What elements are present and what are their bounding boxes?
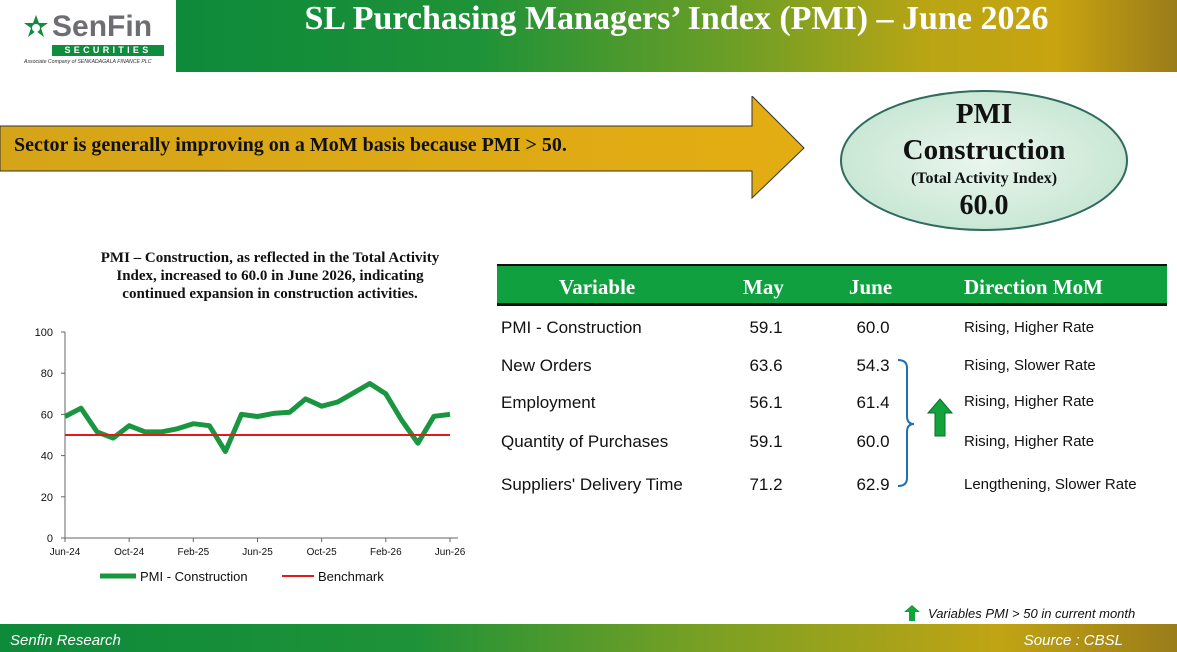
cell-variable: Suppliers' Delivery Time [501, 475, 683, 494]
note-up-arrow-icon [904, 605, 920, 621]
y-tick-label: 80 [41, 368, 53, 380]
y-tick-label: 0 [47, 533, 53, 545]
y-tick-label: 20 [41, 492, 53, 504]
logo-wordmark: SenFin [52, 10, 153, 43]
x-tick-label: Feb-25 [177, 547, 209, 558]
cell-june: 61.4 [856, 393, 890, 412]
y-tick-label: 40 [41, 451, 53, 463]
bracket-group [897, 359, 915, 487]
logo-securities: SECURITIES [52, 45, 164, 56]
cell-may: 71.2 [749, 475, 783, 494]
x-tick-label: Jun-25 [242, 547, 273, 558]
y-tick-label: 60 [41, 409, 53, 421]
logo-mark-icon [24, 15, 48, 37]
header-direction: Direction MoM [964, 275, 1103, 299]
cell-direction: Rising, Slower Rate [964, 357, 1096, 374]
cell-direction: Rising, Higher Rate [964, 393, 1095, 410]
pmi-line-chart: 0 20 40 60 80 100 Jun-24 Oct-24 Feb-25 Jun-25 Oct-… [35, 327, 466, 584]
cell-direction: Lengthening, Slower Rate [964, 476, 1137, 493]
legend-label-benchmark: Benchmark [318, 569, 384, 584]
header-may: May [743, 275, 784, 299]
summary-line1: PMI [955, 98, 1013, 130]
cell-variable: PMI - Construction [501, 318, 642, 337]
footer-band [0, 624, 1177, 652]
cell-direction: Rising, Higher Rate [964, 319, 1095, 336]
page-title: SL Purchasing Managers’ Index (PMI) – Ju… [304, 0, 1049, 37]
logo-subtitle: Associate Company of SENKADAGALA FINANCE… [24, 59, 152, 65]
cell-variable: Employment [501, 393, 596, 412]
callout-text: Sector is generally improving on a MoM b… [14, 134, 567, 156]
pmi-series-line [63, 381, 451, 454]
x-tick-label: Oct-25 [307, 547, 337, 558]
green-up-arrow-icon [927, 398, 953, 437]
cell-direction: Rising, Higher Rate [964, 433, 1095, 450]
footer-source: Source : CBSL [1023, 632, 1123, 649]
header-band [176, 0, 1177, 72]
cell-june: 54.3 [856, 356, 890, 375]
x-tick-label: Oct-24 [114, 547, 144, 558]
summary-value: 60.0 [959, 190, 1009, 221]
cell-june: 60.0 [856, 432, 890, 451]
summary-line2: Construction [902, 134, 1066, 166]
x-tick-label: Jun-24 [50, 547, 81, 558]
summary-line3: (Total Activity Index) [910, 170, 1058, 187]
header-june: June [849, 275, 893, 299]
cell-may: 59.1 [749, 432, 783, 451]
chart-description: PMI – Construction, as reflected in the … [100, 250, 440, 302]
callout-arrow [0, 96, 805, 200]
cell-may: 63.6 [749, 356, 783, 375]
cell-may: 56.1 [749, 393, 783, 412]
cell-variable: New Orders [501, 356, 592, 375]
logo: SenFin SECURITIES Associate Company of S… [0, 0, 176, 72]
cell-june: 60.0 [856, 318, 890, 337]
footer-left: Senfin Research [10, 632, 121, 649]
cell-variable: Quantity of Purchases [501, 432, 669, 451]
cell-june: 62.9 [856, 475, 890, 494]
cell-may: 59.1 [749, 318, 783, 337]
table-header [497, 264, 1167, 306]
y-tick-label: 100 [35, 327, 53, 339]
summary-ellipse [840, 90, 1128, 231]
header-variable: Variable [559, 275, 636, 299]
legend-label-pmi: PMI - Construction [140, 569, 248, 584]
note-text: Variables PMI > 50 in current month [928, 606, 1136, 621]
x-tick-label: Jun-26 [435, 547, 466, 558]
x-tick-label: Feb-26 [370, 547, 402, 558]
